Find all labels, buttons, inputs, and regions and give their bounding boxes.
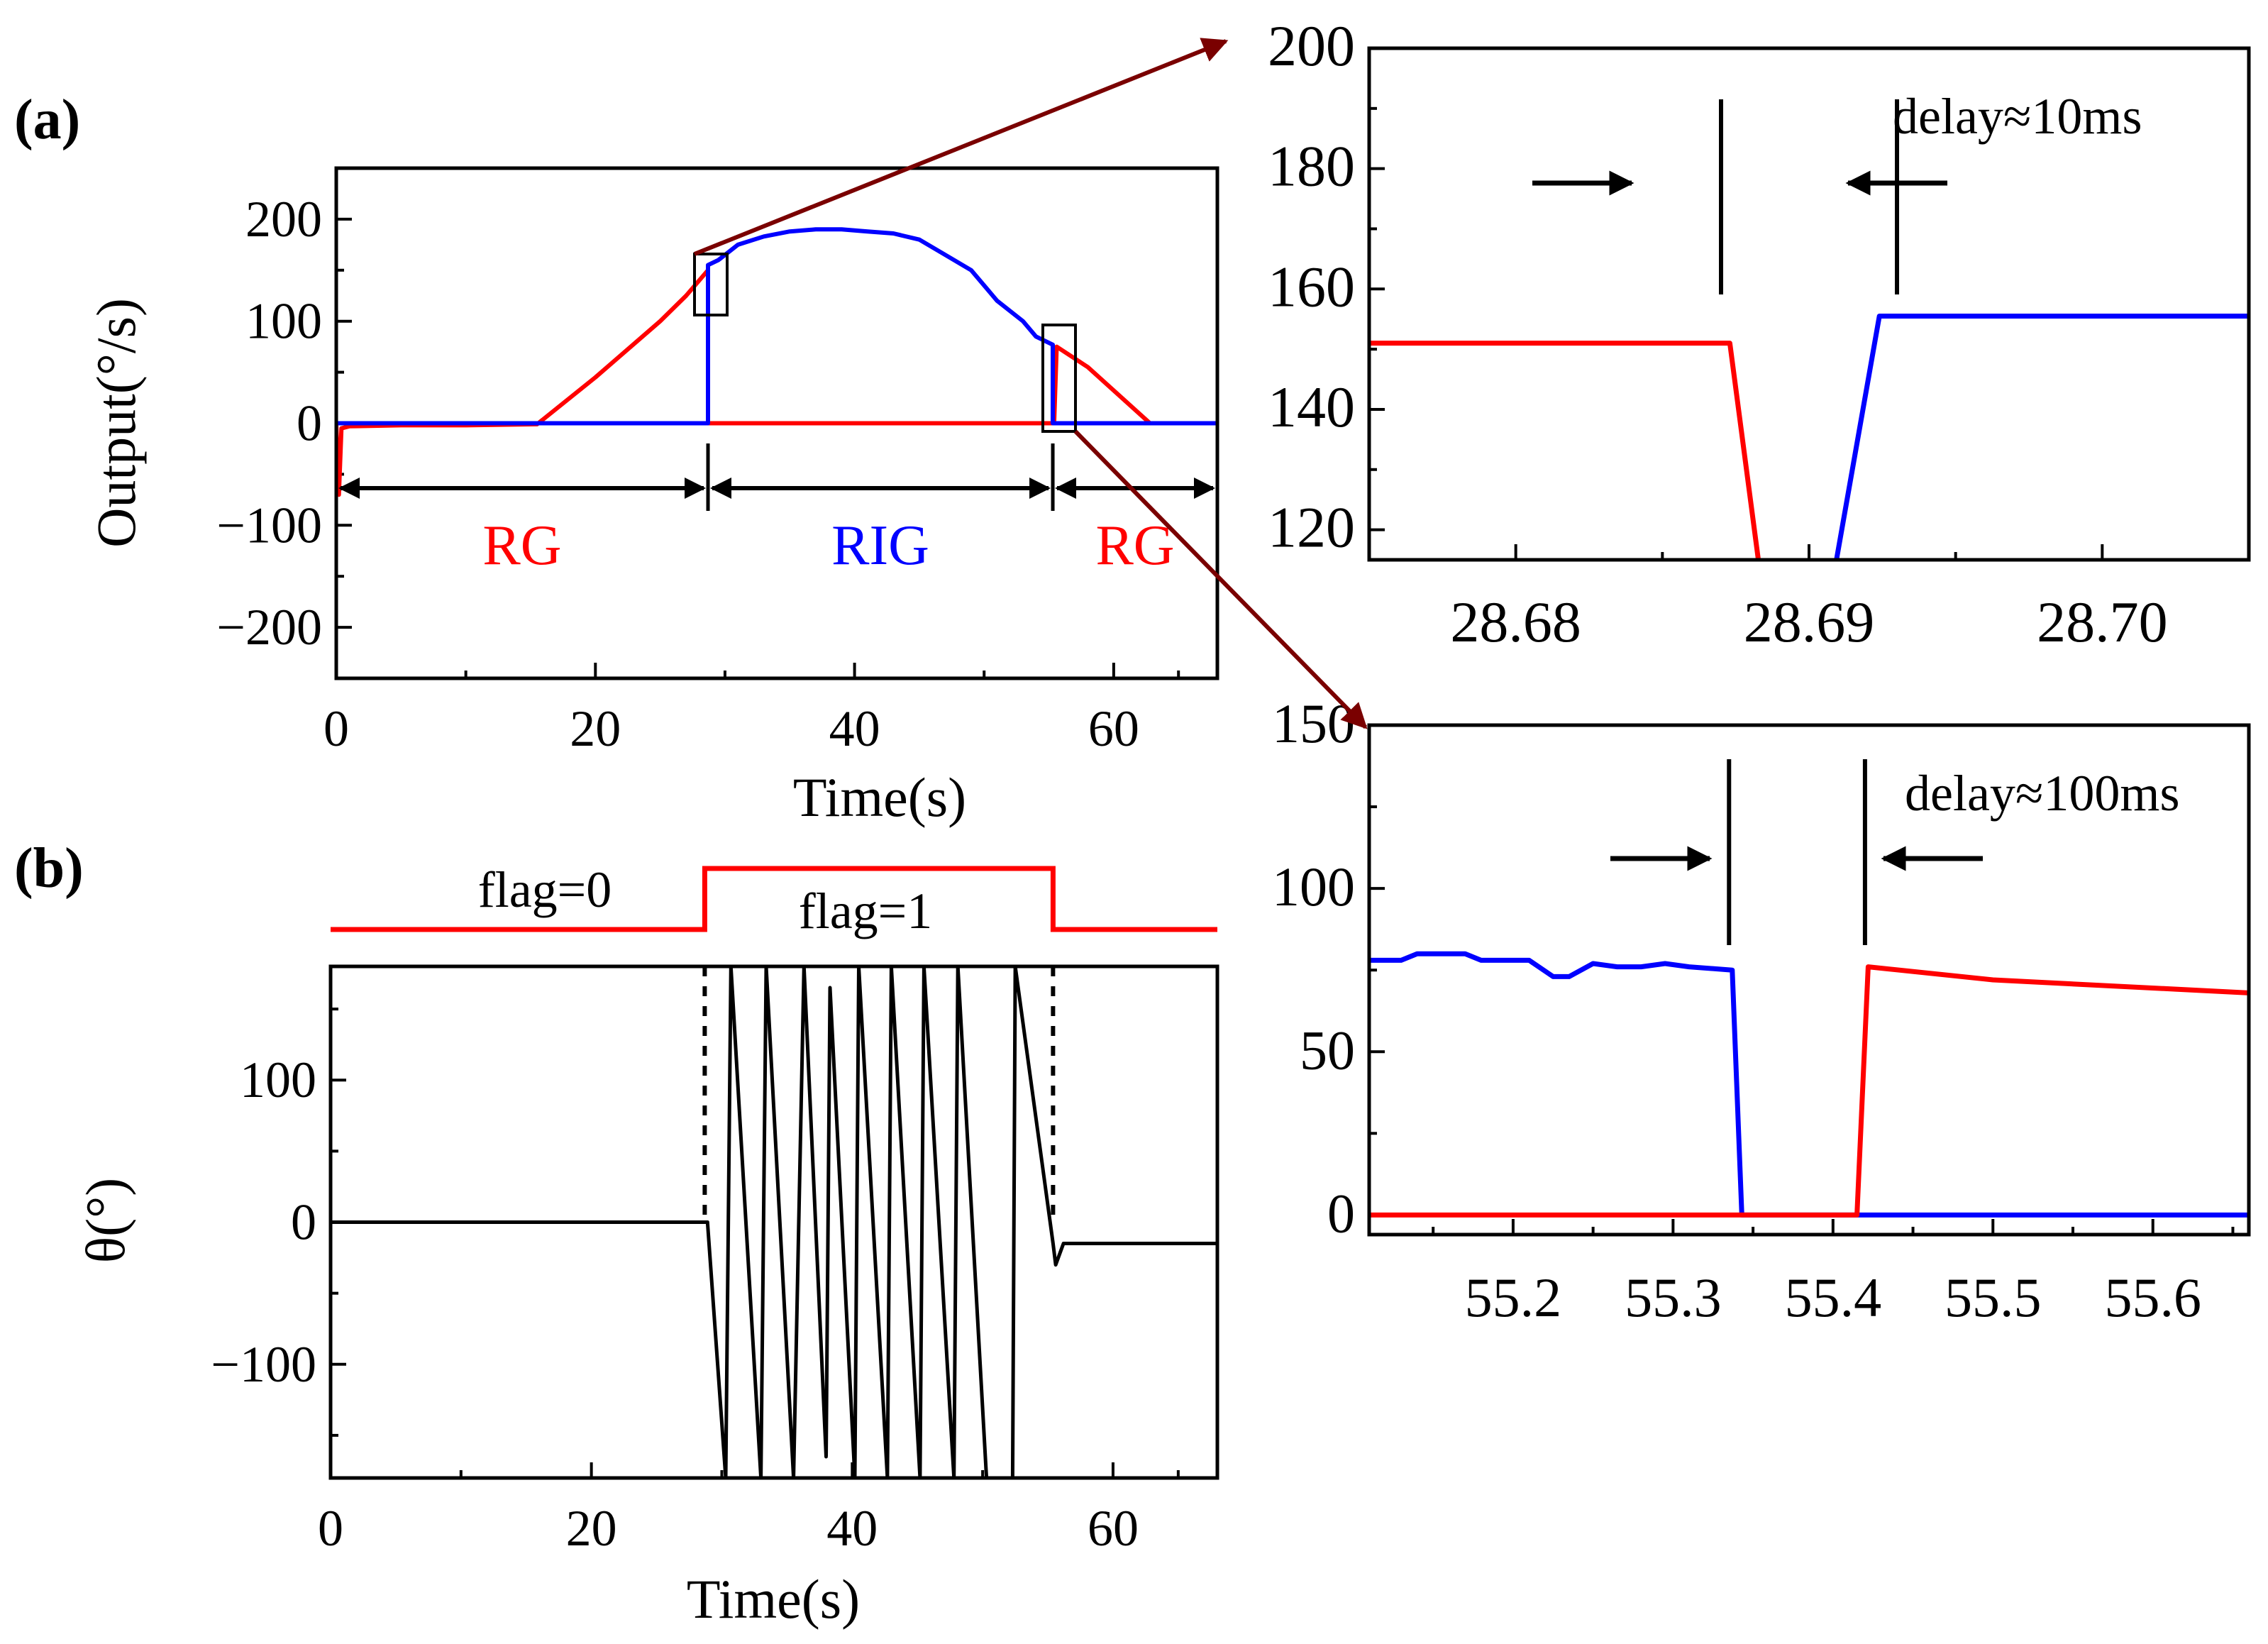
plot-frame <box>1367 46 2251 562</box>
x-tick-label: 60 <box>1088 1500 1139 1557</box>
x-tick-label: 0 <box>323 700 349 757</box>
panel-label-b: (b) <box>14 837 84 900</box>
x-tick-label: 40 <box>826 1500 878 1557</box>
series-line-RIG <box>1834 314 2249 560</box>
y-tick-label: 120 <box>1268 495 1355 560</box>
y-tick-label: −100 <box>216 497 322 553</box>
y-tick-label: 0 <box>1327 1182 1355 1244</box>
series-line-theta <box>331 966 1217 1478</box>
zoom-box-1 <box>693 253 729 316</box>
series-line-RIG <box>1369 951 2249 1218</box>
x-tick-label: 55.4 <box>1785 1267 1882 1328</box>
x-tick-label: 20 <box>570 700 621 757</box>
x-axis-title: Time(s) <box>793 766 966 828</box>
y-tick-label: 180 <box>1268 134 1355 199</box>
x-axis-title: Time(s) <box>687 1568 860 1630</box>
zoom-connectors <box>693 38 1368 729</box>
y-tick-label: 200 <box>1268 13 1355 78</box>
flag-label-1: flag=1 <box>799 883 933 939</box>
zoom-box-2 <box>1041 324 1077 433</box>
delay-annotation: delay≈10ms <box>1893 88 2142 145</box>
connector-arrow-1 <box>693 38 1229 256</box>
panel-label-a: (a) <box>14 89 80 151</box>
x-tick-label: 55.6 <box>2104 1267 2201 1328</box>
plot-frame <box>1367 723 2251 1237</box>
series-line-RG <box>1369 964 2249 1218</box>
x-tick-label: 55.3 <box>1625 1267 1722 1328</box>
flag-label-0: flag=0 <box>478 861 612 918</box>
span-label: RG <box>482 514 561 577</box>
y-tick-label: 140 <box>1268 375 1355 439</box>
connector-arrow-2 <box>1073 429 1368 729</box>
series-line-RIG <box>336 227 1217 426</box>
flag-step-line <box>331 866 1217 932</box>
plot-frame <box>328 964 1219 1480</box>
y-tick-label: 0 <box>297 395 322 452</box>
y-axis-title: Output(°/s) <box>85 298 147 548</box>
y-tick-label: 100 <box>1272 856 1355 917</box>
x-tick-label: 28.70 <box>2037 590 2168 654</box>
y-tick-label: 200 <box>245 191 322 248</box>
x-tick-label: 20 <box>566 1500 617 1557</box>
delay-annotation: delay≈100ms <box>1905 765 2179 822</box>
x-tick-label: 55.5 <box>1945 1267 2042 1328</box>
x-tick-label: 40 <box>829 700 880 757</box>
y-tick-label: 0 <box>291 1194 316 1251</box>
y-tick-label: −100 <box>211 1336 316 1393</box>
x-tick-label: 28.68 <box>1450 590 1581 654</box>
x-tick-label: 55.2 <box>1465 1267 1562 1328</box>
span-label: RG <box>1095 514 1174 577</box>
y-tick-label: 50 <box>1300 1019 1355 1081</box>
panel-b-chart: 0 20 40 60 −100 0 100 Time(s) θ(°) flag=0 flag=1 <box>74 861 1219 1630</box>
plot-frame <box>334 166 1219 680</box>
y-tick-label: 160 <box>1268 254 1355 319</box>
y-tick-label: 100 <box>240 1052 316 1108</box>
x-tick-label: 28.69 <box>1744 590 1875 654</box>
y-tick-label: −200 <box>216 599 322 656</box>
zoom-1-chart: 28.68 28.69 28.70 120 140 160 180 200 delay≈10ms <box>1268 13 2251 654</box>
x-tick-label: 60 <box>1088 700 1139 757</box>
series-line-RG <box>336 267 1217 497</box>
y-tick-label: 100 <box>245 293 322 350</box>
panel-a-chart: 0 20 40 60 −200 −100 0 100 200 Time(s) Output(°/s)… <box>85 166 1219 828</box>
series-line-RG <box>1369 341 1761 560</box>
y-axis-title: θ(°) <box>74 1178 136 1264</box>
span-label: RIG <box>831 514 929 577</box>
x-tick-label: 0 <box>318 1500 343 1557</box>
